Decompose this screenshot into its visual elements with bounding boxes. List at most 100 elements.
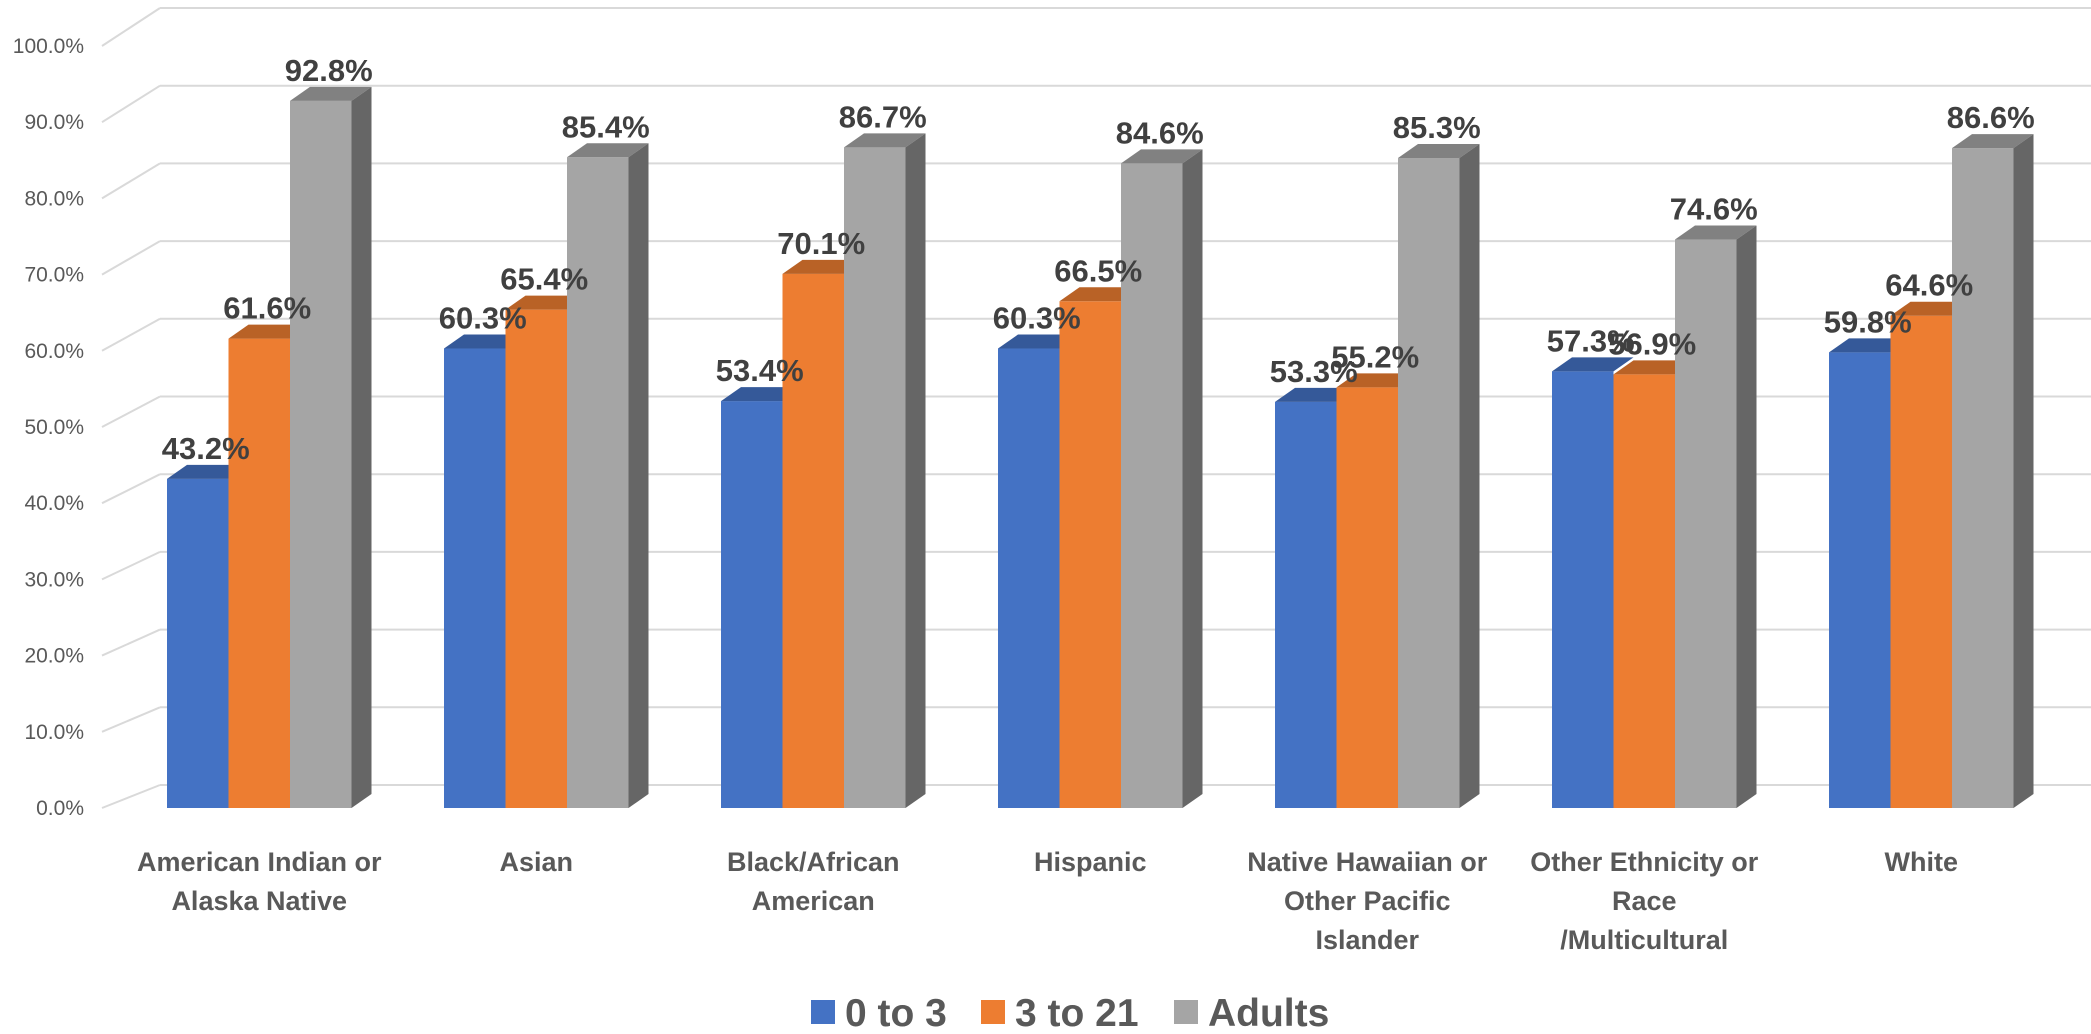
- gridline-diagonal: [101, 7, 161, 47]
- bar-side: [351, 86, 372, 808]
- y-tick-label: 90.0%: [24, 111, 84, 134]
- bar-side: [905, 133, 926, 808]
- category-label: Black/African: [727, 847, 900, 877]
- gridline-diagonal: [101, 162, 161, 200]
- data-label: 85.3%: [1393, 110, 1481, 145]
- data-label: 56.9%: [1608, 326, 1696, 361]
- bar-top: [1121, 149, 1203, 164]
- bar-top: [1336, 373, 1418, 388]
- data-label: 53.4%: [716, 353, 804, 388]
- y-axis-ticks: 0.0% 10.0% 20.0% 30.0% 40.0% 50.0% 60.0% 70.0% 8…: [13, 35, 84, 820]
- bar: [444, 348, 506, 808]
- data-label: 61.6%: [223, 291, 311, 326]
- bar-top: [1398, 144, 1480, 159]
- data-label: 70.1%: [777, 226, 865, 261]
- bar: [1121, 163, 1183, 808]
- bar-top: [167, 464, 249, 479]
- legend-swatch: [811, 1000, 835, 1024]
- y-tick-label: 100.0%: [13, 35, 84, 58]
- bar-top: [1552, 357, 1634, 372]
- bar: [567, 157, 629, 808]
- category-label: Hispanic: [1034, 847, 1147, 877]
- legend-label: Adults: [1208, 992, 1329, 1034]
- y-tick-label: 30.0%: [24, 568, 84, 591]
- category-label: Other Ethnicity or: [1530, 847, 1759, 877]
- bar-top: [1275, 387, 1357, 402]
- category-label: Islander: [1315, 925, 1419, 955]
- data-label: 66.5%: [1054, 253, 1142, 288]
- category-label: Race: [1612, 886, 1677, 916]
- data-label: 53.3%: [1270, 354, 1358, 389]
- gridline-diagonal: [101, 240, 161, 276]
- category-label: /Multicultural: [1560, 925, 1728, 955]
- data-label: 60.3%: [439, 301, 527, 336]
- data-label: 43.2%: [162, 431, 250, 466]
- category-label: Native Hawaiian or: [1247, 847, 1488, 877]
- data-label: 84.6%: [1116, 115, 1204, 150]
- bar-top: [1829, 338, 1911, 353]
- y-tick-label: 70.0%: [24, 264, 84, 287]
- bar-top: [844, 133, 926, 148]
- bar: [844, 147, 906, 808]
- bars: [167, 86, 2034, 809]
- bar: [1336, 387, 1398, 808]
- bar-side: [628, 143, 649, 808]
- bar: [1829, 352, 1891, 808]
- gridline-diagonal: [101, 784, 161, 809]
- category-label: American Indian or: [137, 847, 382, 877]
- legend-label: 3 to 21: [1015, 992, 1139, 1034]
- data-label: 86.7%: [839, 99, 927, 134]
- legend-swatch: [1174, 1000, 1198, 1024]
- bar: [782, 273, 844, 808]
- y-tick-label: 20.0%: [24, 645, 84, 668]
- bar: [505, 309, 567, 808]
- gridline-diagonal: [101, 628, 161, 657]
- bar: [228, 338, 290, 808]
- bar-top: [567, 143, 649, 158]
- bar-side: [1182, 149, 1203, 808]
- bar: [1398, 158, 1460, 808]
- gridline-diagonal: [101, 550, 161, 581]
- legend-label: 0 to 3: [845, 992, 947, 1034]
- bar: [1552, 371, 1614, 808]
- bar: [1675, 239, 1737, 809]
- bar-top: [1952, 134, 2034, 149]
- bar: [290, 100, 352, 808]
- bar: [1059, 301, 1121, 808]
- bar-top: [1890, 301, 1972, 316]
- data-label: 86.6%: [1947, 100, 2035, 135]
- bar-side: [1459, 144, 1480, 808]
- bar-top: [1613, 360, 1695, 375]
- data-label: 55.2%: [1331, 339, 1419, 374]
- gridline-diagonal: [101, 473, 161, 505]
- bar-top: [228, 324, 310, 339]
- bar: [1613, 374, 1675, 808]
- legend: 0 to 3 3 to 21 Adults: [811, 992, 1329, 1034]
- bar: [998, 348, 1060, 808]
- data-label: 64.6%: [1885, 268, 1973, 303]
- bar: [1275, 401, 1337, 808]
- gridline-diagonal: [101, 84, 161, 124]
- y-tick-label: 50.0%: [24, 416, 84, 439]
- gridline-diagonal: [101, 395, 161, 428]
- x-axis-categories: American Indian or Alaska Native Asian Blac…: [137, 847, 1958, 955]
- data-label: 85.4%: [562, 109, 650, 144]
- data-label: 59.8%: [1824, 304, 1912, 339]
- bar-top: [444, 334, 526, 349]
- data-label: 74.6%: [1670, 192, 1758, 227]
- bar: [1890, 315, 1952, 808]
- bar-side: [1736, 225, 1757, 809]
- bar-side: [2013, 134, 2034, 808]
- data-label: 57.3%: [1547, 323, 1635, 358]
- category-label: White: [1885, 847, 1959, 877]
- bar-top: [998, 334, 1080, 349]
- bar-top: [505, 295, 587, 310]
- y-tick-label: 0.0%: [36, 797, 84, 820]
- bar-top: [1675, 225, 1757, 240]
- data-labels: 43.2% 61.6% 92.8% 60.3% 65.4% 85.4% 53.4% 70.1%…: [162, 53, 2035, 466]
- legend-swatch: [981, 1000, 1005, 1024]
- category-label: Alaska Native: [171, 886, 347, 916]
- gridline-diagonal: [101, 317, 161, 352]
- bar: [167, 478, 229, 808]
